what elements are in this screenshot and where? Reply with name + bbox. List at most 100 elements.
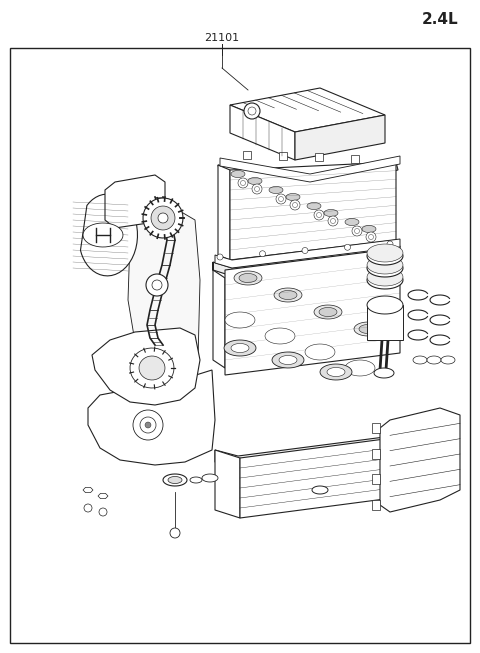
Circle shape — [252, 184, 262, 194]
Polygon shape — [190, 477, 202, 483]
Bar — [351, 155, 359, 163]
Circle shape — [314, 210, 324, 220]
Polygon shape — [83, 223, 123, 247]
Polygon shape — [380, 408, 460, 512]
Polygon shape — [215, 239, 400, 268]
Polygon shape — [240, 437, 400, 518]
Bar — [372, 423, 380, 433]
Circle shape — [238, 178, 248, 188]
Polygon shape — [225, 248, 400, 375]
Polygon shape — [362, 225, 376, 232]
Polygon shape — [367, 268, 403, 286]
Polygon shape — [105, 175, 165, 228]
Circle shape — [276, 194, 286, 204]
Polygon shape — [98, 494, 108, 499]
Polygon shape — [367, 247, 403, 265]
Circle shape — [366, 232, 376, 242]
Polygon shape — [158, 213, 168, 223]
Polygon shape — [151, 206, 175, 230]
Polygon shape — [269, 187, 283, 193]
Circle shape — [345, 244, 350, 250]
Polygon shape — [81, 194, 137, 276]
Bar — [372, 500, 380, 510]
Polygon shape — [215, 435, 400, 468]
Polygon shape — [230, 162, 396, 260]
Polygon shape — [367, 296, 403, 314]
Polygon shape — [305, 344, 335, 360]
Polygon shape — [413, 356, 427, 364]
Circle shape — [133, 410, 163, 440]
Circle shape — [290, 200, 300, 210]
Polygon shape — [265, 328, 295, 344]
Polygon shape — [367, 259, 403, 277]
Text: 21101: 21101 — [204, 33, 240, 43]
Circle shape — [352, 226, 362, 236]
Circle shape — [244, 103, 260, 119]
Polygon shape — [367, 305, 403, 340]
Polygon shape — [279, 291, 297, 300]
Polygon shape — [367, 244, 403, 262]
Polygon shape — [218, 165, 230, 260]
Polygon shape — [230, 105, 295, 160]
Polygon shape — [427, 356, 441, 364]
Polygon shape — [130, 348, 174, 388]
Polygon shape — [139, 356, 165, 380]
Polygon shape — [218, 162, 398, 188]
Circle shape — [99, 508, 107, 516]
Polygon shape — [345, 360, 375, 376]
Polygon shape — [441, 356, 455, 364]
Polygon shape — [215, 450, 240, 518]
Circle shape — [260, 251, 265, 257]
Polygon shape — [279, 355, 297, 364]
Polygon shape — [374, 368, 394, 378]
Polygon shape — [83, 487, 93, 492]
Circle shape — [328, 216, 338, 226]
Polygon shape — [345, 219, 359, 225]
Polygon shape — [92, 328, 200, 405]
Polygon shape — [88, 370, 215, 465]
Polygon shape — [314, 305, 342, 319]
Bar — [315, 153, 323, 161]
Polygon shape — [143, 198, 183, 238]
Circle shape — [145, 422, 151, 428]
Polygon shape — [248, 178, 262, 185]
Polygon shape — [272, 352, 304, 368]
Bar — [279, 152, 287, 160]
Polygon shape — [239, 274, 257, 283]
Circle shape — [84, 504, 92, 512]
Polygon shape — [202, 474, 218, 482]
Circle shape — [302, 247, 308, 253]
Polygon shape — [359, 325, 377, 334]
Circle shape — [217, 254, 223, 260]
Text: 2.4L: 2.4L — [421, 12, 458, 27]
Polygon shape — [220, 156, 400, 182]
Bar — [372, 449, 380, 458]
Polygon shape — [234, 271, 262, 285]
Polygon shape — [128, 210, 200, 370]
Polygon shape — [163, 474, 187, 486]
Polygon shape — [367, 271, 403, 289]
Polygon shape — [224, 340, 256, 356]
Polygon shape — [312, 486, 328, 494]
Polygon shape — [231, 343, 249, 353]
Circle shape — [146, 274, 168, 296]
Polygon shape — [320, 364, 352, 380]
Bar — [243, 151, 251, 159]
Polygon shape — [286, 193, 300, 200]
Polygon shape — [319, 308, 337, 317]
Polygon shape — [307, 202, 321, 210]
Bar — [372, 474, 380, 485]
Polygon shape — [354, 322, 382, 336]
Polygon shape — [274, 288, 302, 302]
Polygon shape — [295, 115, 385, 160]
Polygon shape — [230, 88, 385, 132]
Polygon shape — [231, 170, 245, 178]
Polygon shape — [367, 256, 403, 274]
Polygon shape — [168, 477, 182, 483]
Polygon shape — [225, 312, 255, 328]
Circle shape — [170, 528, 180, 538]
Polygon shape — [324, 210, 338, 217]
Polygon shape — [327, 368, 345, 377]
Polygon shape — [213, 246, 400, 276]
Circle shape — [387, 241, 393, 247]
